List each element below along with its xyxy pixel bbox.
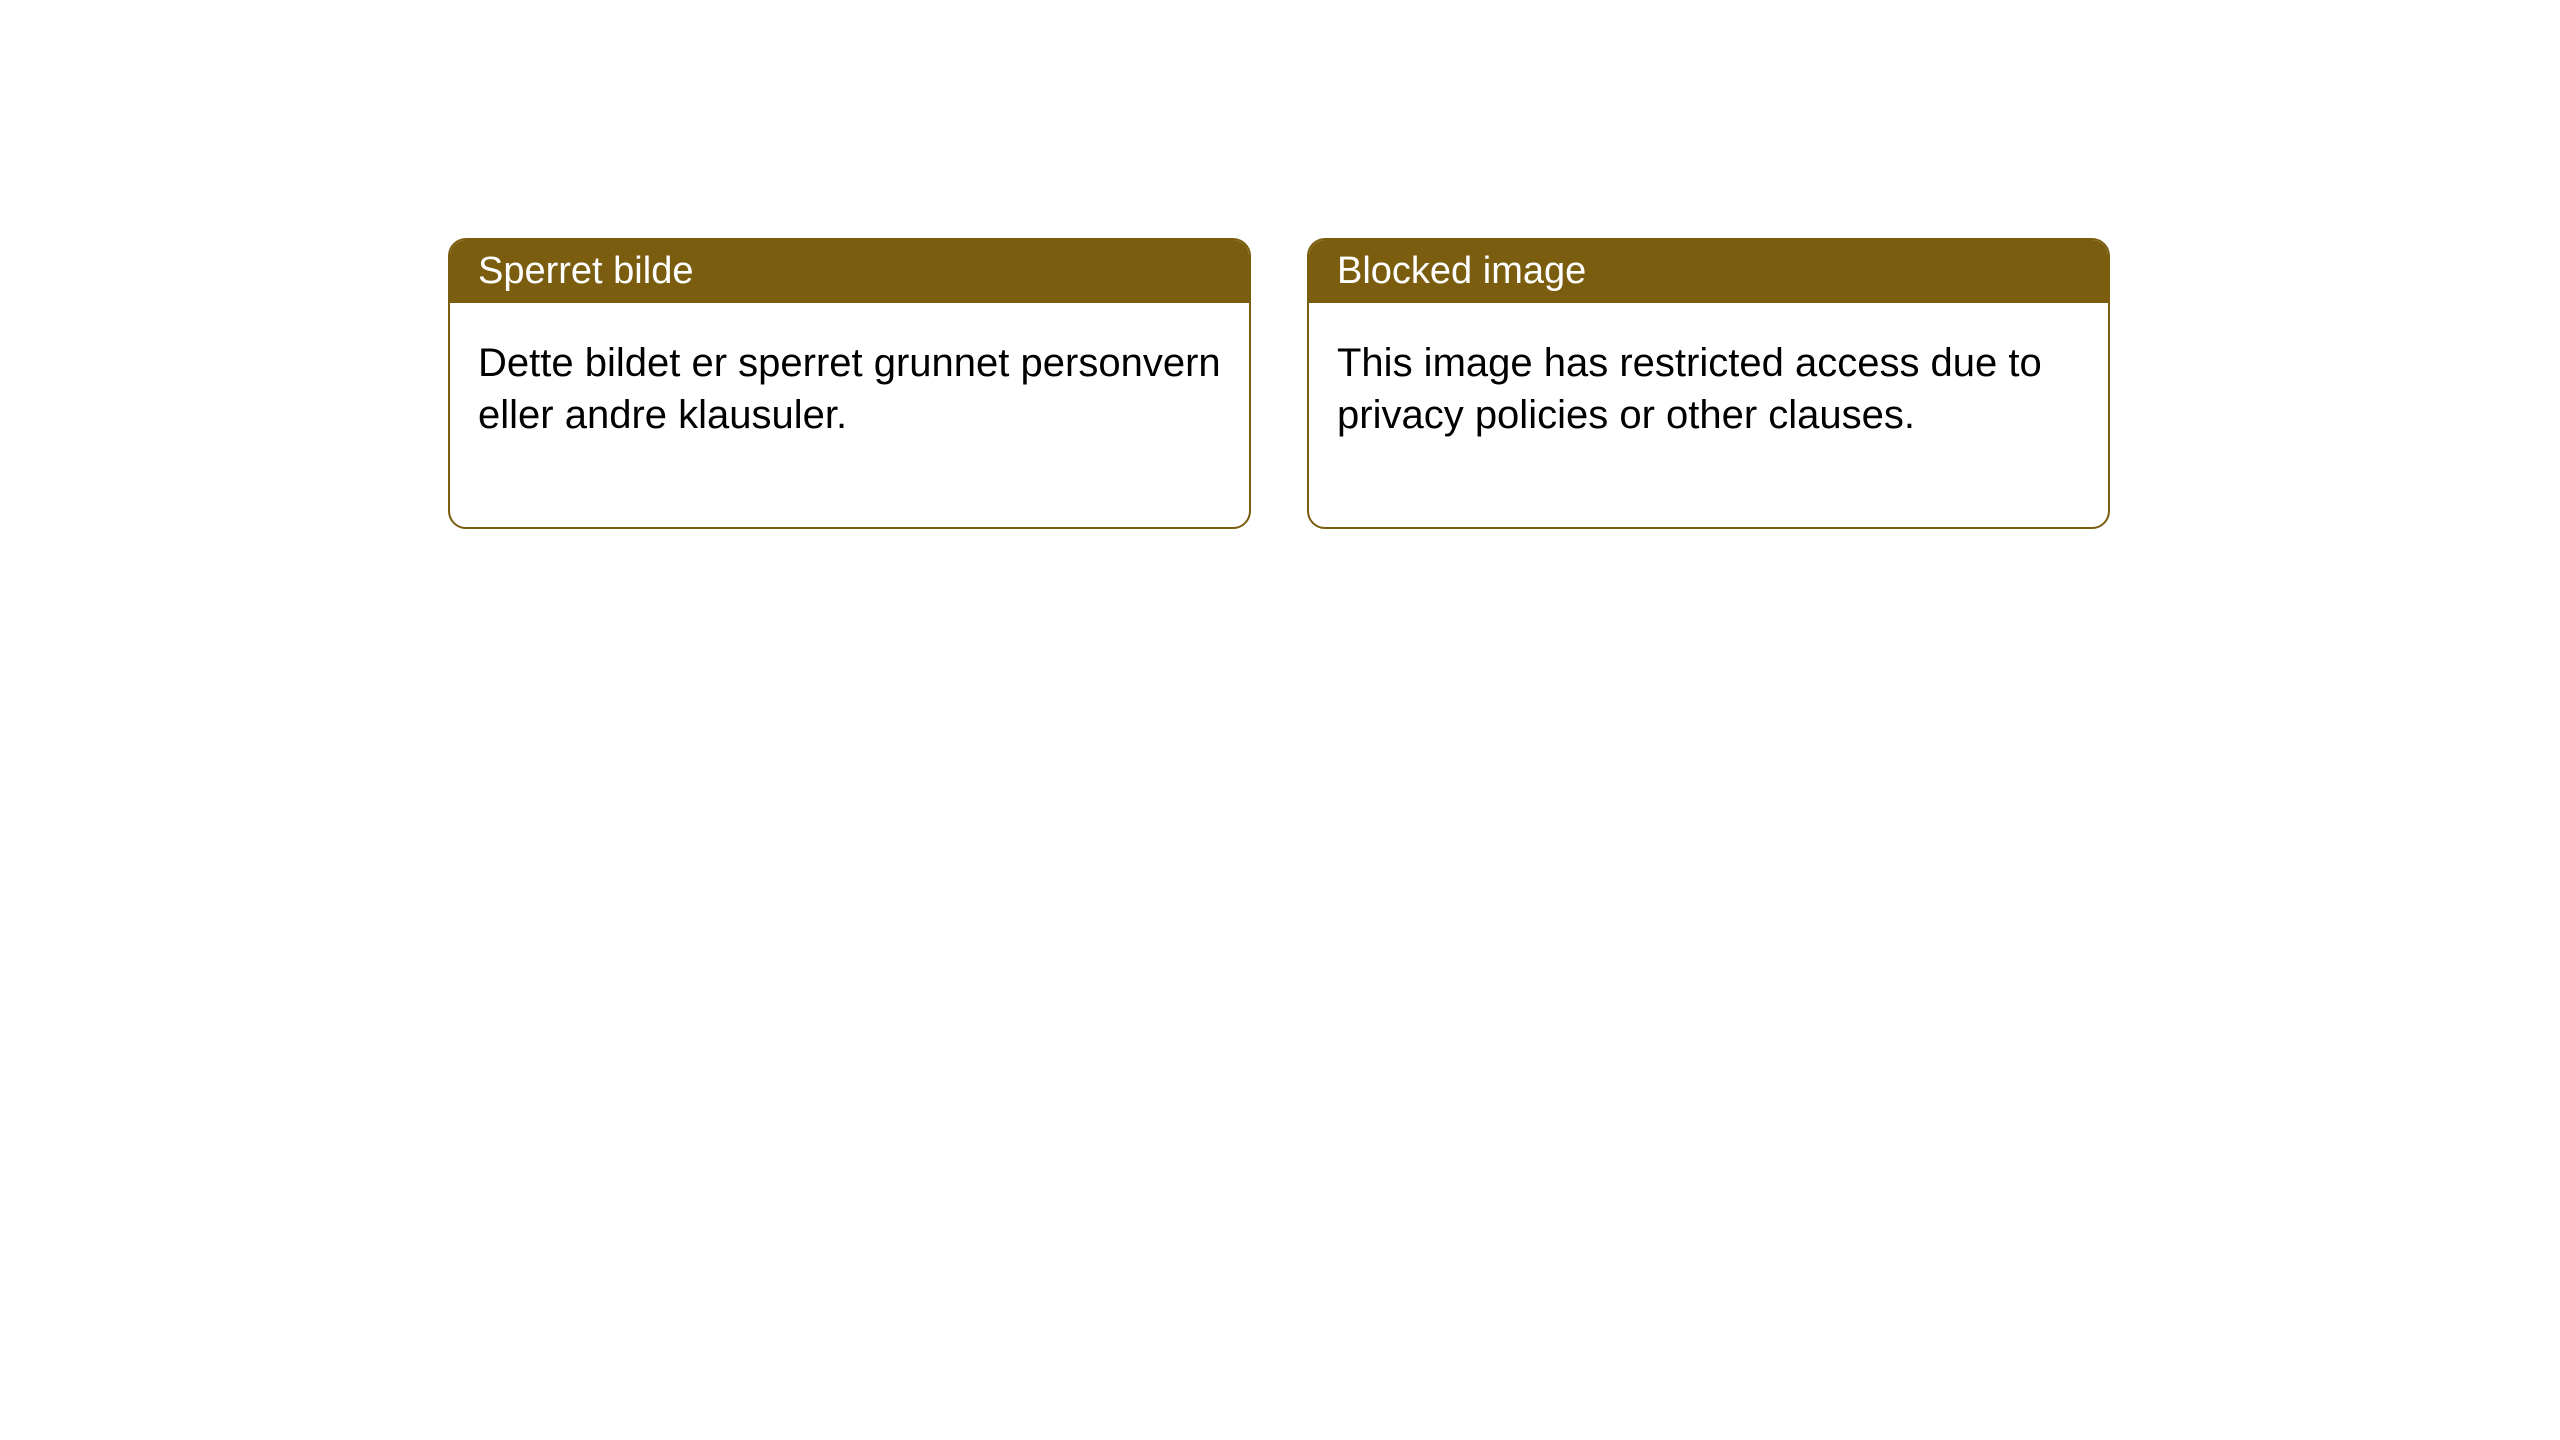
notice-text-norwegian: Dette bildet er sperret grunnet personve… (478, 337, 1221, 442)
notice-header-english: Blocked image (1309, 240, 2108, 303)
notice-text-english: This image has restricted access due to … (1337, 337, 2080, 442)
notice-header-norwegian: Sperret bilde (450, 240, 1249, 303)
notice-card-norwegian: Sperret bilde Dette bildet er sperret gr… (448, 238, 1251, 529)
notice-title-english: Blocked image (1337, 250, 1586, 292)
notice-body-norwegian: Dette bildet er sperret grunnet personve… (450, 303, 1249, 527)
notice-title-norwegian: Sperret bilde (478, 250, 693, 292)
notice-body-english: This image has restricted access due to … (1309, 303, 2108, 527)
notice-container: Sperret bilde Dette bildet er sperret gr… (448, 238, 2110, 529)
notice-card-english: Blocked image This image has restricted … (1307, 238, 2110, 529)
